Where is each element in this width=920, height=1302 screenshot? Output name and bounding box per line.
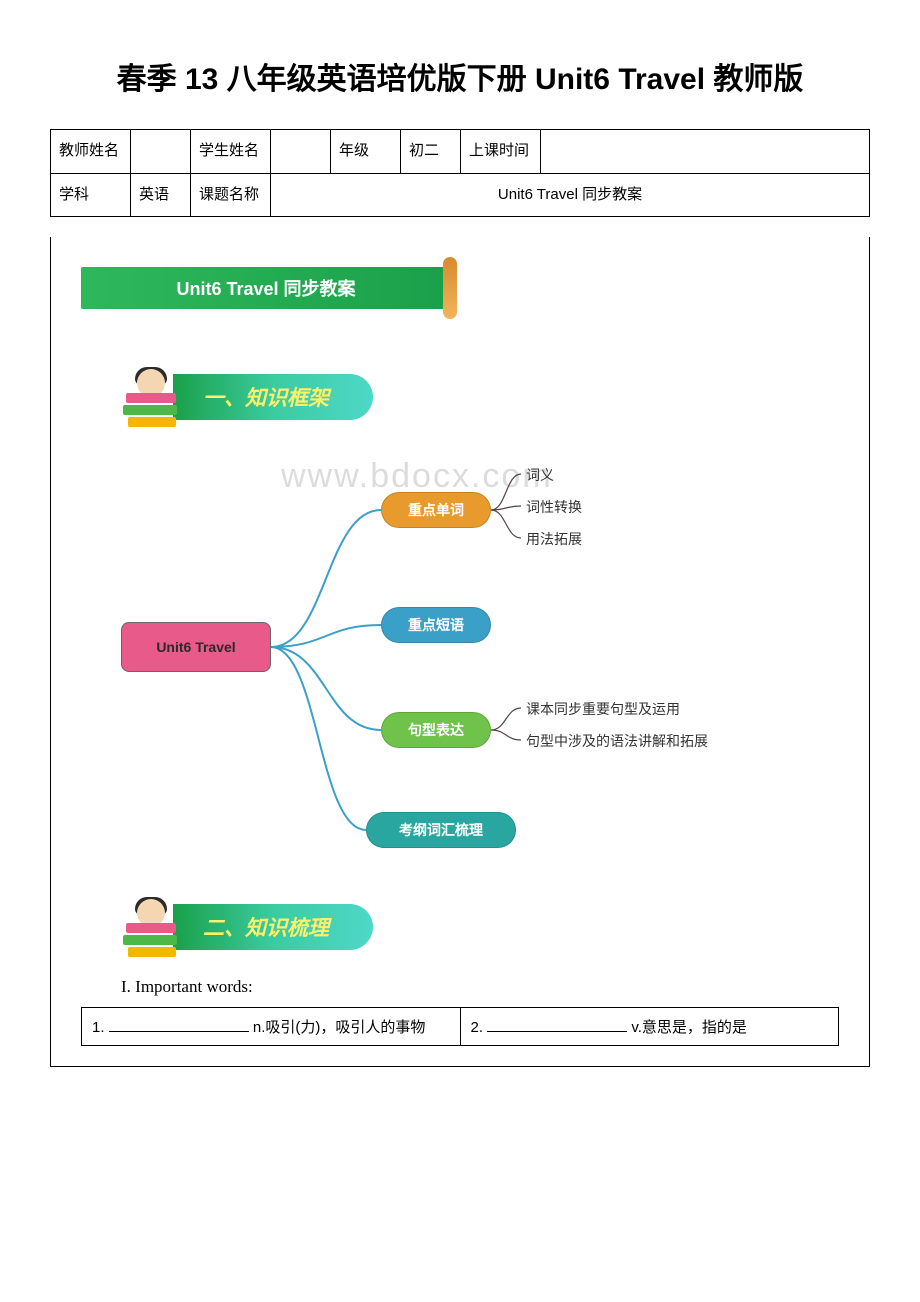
table-row: 学科 英语 课题名称 Unit6 Travel 同步教案	[51, 173, 870, 217]
cell-student-label: 学生姓名	[191, 130, 271, 174]
section-1-label: 一、知识框架	[173, 374, 373, 420]
cell-time-value	[541, 130, 870, 174]
mascot-icon	[121, 897, 181, 957]
mindmap-leaf: 用法拓展	[526, 529, 582, 549]
cell-grade-label: 年级	[331, 130, 401, 174]
section-2-label: 二、知识梳理	[173, 904, 373, 950]
scroll-icon	[443, 257, 457, 319]
cell-grade-value: 初二	[401, 130, 461, 174]
cell-teacher-label: 教师姓名	[51, 130, 131, 174]
blank-field[interactable]	[109, 1017, 249, 1032]
word-cell-1: 1. n.吸引(力)，吸引人的事物	[82, 1008, 461, 1046]
blank-field[interactable]	[487, 1017, 627, 1032]
table-row: 教师姓名 学生姓名 年级 初二 上课时间	[51, 130, 870, 174]
cell-teacher-value	[131, 130, 191, 174]
mindmap-node: 重点单词	[381, 492, 491, 528]
cell-subject-label: 学科	[51, 173, 131, 217]
cell-time-label: 上课时间	[461, 130, 541, 174]
mindmap-leaf: 词义	[526, 465, 554, 485]
mindmap-leaf: 课本同步重要句型及运用	[526, 699, 680, 719]
info-table: 教师姓名 学生姓名 年级 初二 上课时间 学科 英语 课题名称 Unit6 Tr…	[50, 129, 870, 217]
page-title: 春季 13 八年级英语培优版下册 Unit6 Travel 教师版	[50, 60, 870, 99]
word-definition: v.意思是，指的是	[631, 1019, 747, 1036]
cell-topic-label: 课题名称	[191, 173, 271, 217]
word-cell-2: 2. v.意思是，指的是	[460, 1008, 839, 1046]
mindmap: www.bdocx.com Unit6 Travel 重点单词重点短语句型表达考…	[121, 447, 839, 867]
mindmap-node: 考纲词汇梳理	[366, 812, 516, 848]
main-content: Unit6 Travel 同步教案 一、知识框架 www.bdocx.com U…	[50, 237, 870, 1067]
important-words-heading: I. Important words:	[121, 977, 839, 997]
word-num: 2.	[471, 1019, 484, 1036]
cell-topic-value: Unit6 Travel 同步教案	[271, 173, 870, 217]
word-num: 1.	[92, 1019, 105, 1036]
mindmap-leaf: 词性转换	[526, 497, 582, 517]
mindmap-node: 重点短语	[381, 607, 491, 643]
cell-subject-value: 英语	[131, 173, 191, 217]
banner-label: Unit6 Travel 同步教案	[81, 267, 451, 309]
section-header-2: 二、知识梳理	[121, 897, 839, 957]
mindmap-leaf: 句型中涉及的语法讲解和拓展	[526, 731, 708, 751]
unit-banner: Unit6 Travel 同步教案	[81, 257, 451, 317]
word-definition: n.吸引(力)，吸引人的事物	[253, 1019, 426, 1036]
words-table: 1. n.吸引(力)，吸引人的事物 2. v.意思是，指的是	[81, 1007, 839, 1046]
section-header-1: 一、知识框架	[121, 367, 839, 427]
mindmap-root: Unit6 Travel	[121, 622, 271, 672]
cell-student-value	[271, 130, 331, 174]
mascot-icon	[121, 367, 181, 427]
table-row: 1. n.吸引(力)，吸引人的事物 2. v.意思是，指的是	[82, 1008, 839, 1046]
mindmap-node: 句型表达	[381, 712, 491, 748]
